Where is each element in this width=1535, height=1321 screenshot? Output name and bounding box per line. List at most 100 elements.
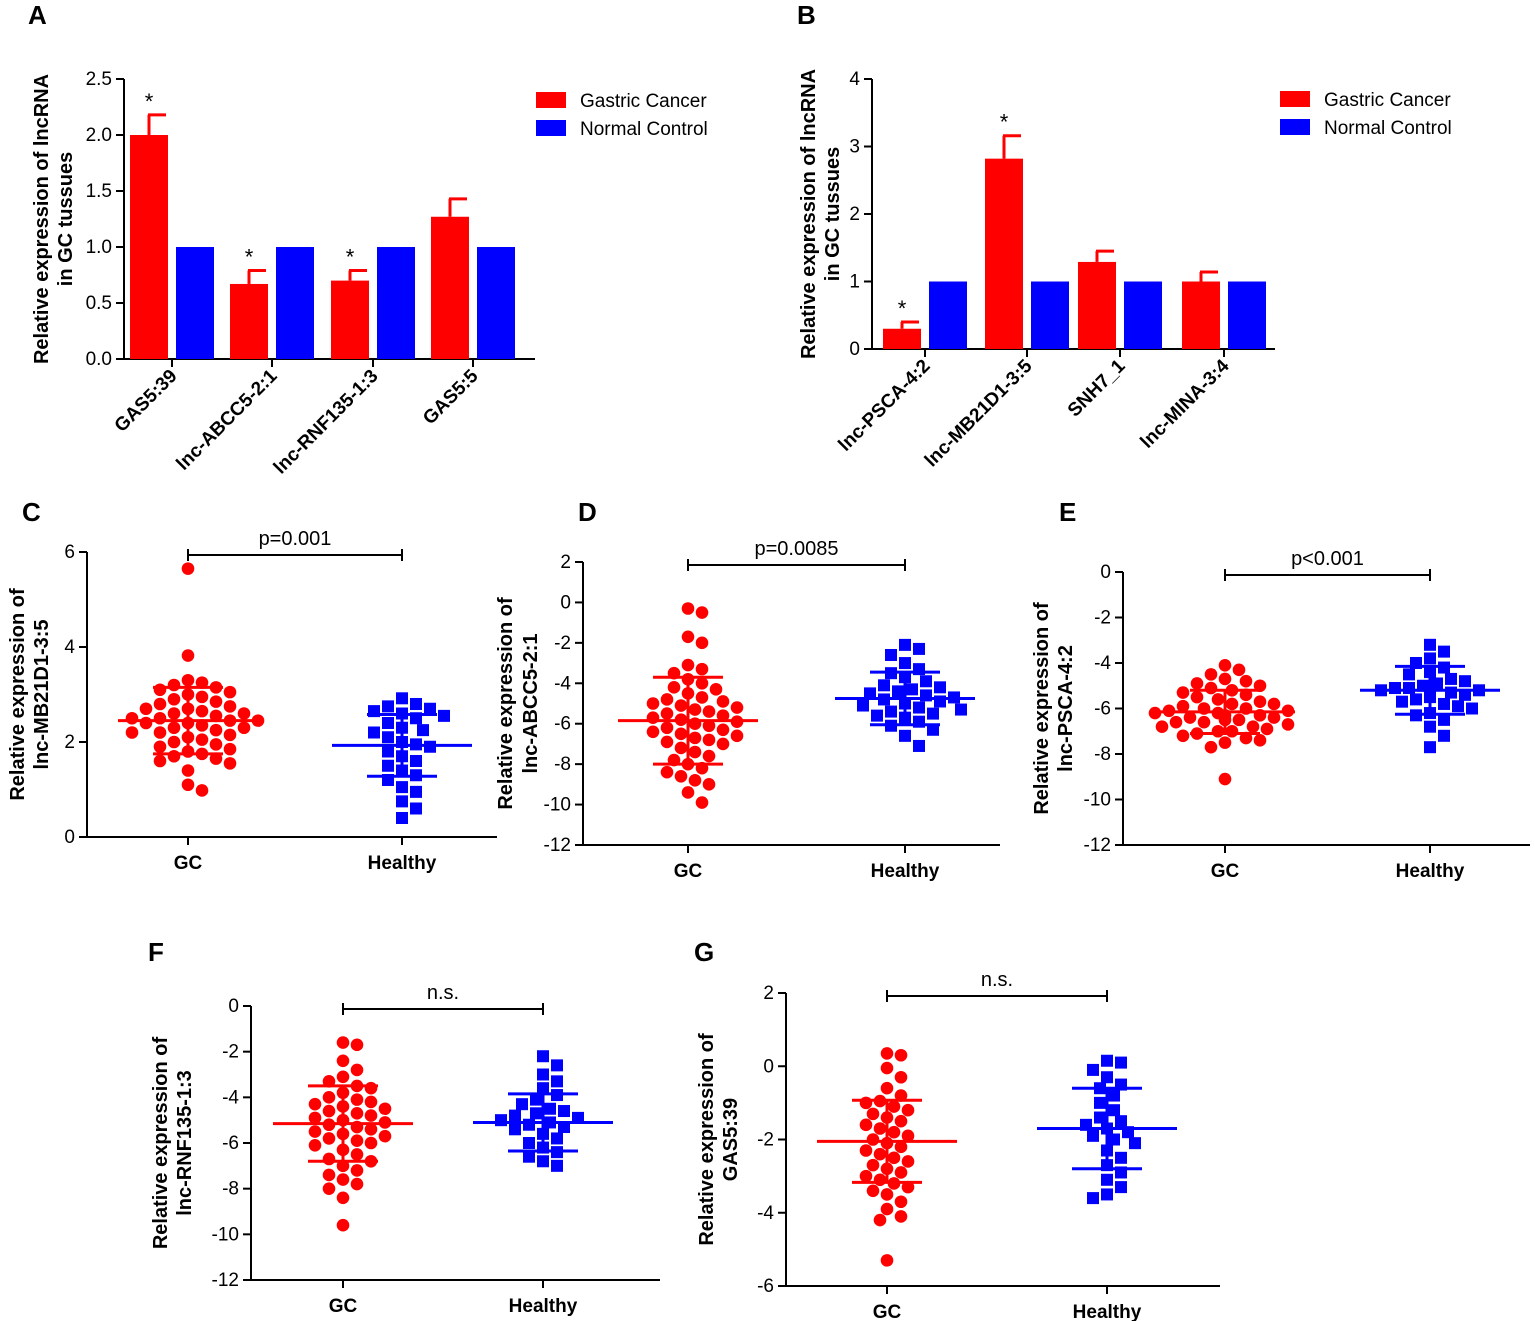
data-point-gc	[364, 1081, 378, 1095]
data-point-gc	[674, 741, 688, 755]
data-point-gc	[350, 1038, 364, 1052]
data-point-gc	[322, 1104, 336, 1118]
data-point-gc	[153, 754, 167, 768]
significance-star: *	[1000, 110, 1009, 135]
data-point-gc	[674, 727, 688, 741]
data-point-gc	[336, 1173, 350, 1186]
data-point-gc	[1232, 663, 1246, 677]
x-category-label: Healthy	[1396, 861, 1465, 882]
x-category-label: Healthy	[368, 853, 437, 874]
data-point-gc	[688, 774, 702, 787]
data-point-gc	[1246, 720, 1260, 733]
bar-normal-control	[1124, 281, 1162, 349]
significance-star: *	[245, 245, 254, 270]
data-point-gc	[1225, 724, 1239, 738]
y-axis-title-line: Relative expression of lncRNA	[798, 69, 820, 359]
data-point-gc	[859, 1118, 873, 1132]
data-point-gc	[153, 697, 167, 711]
legend-swatch-normal-control	[1280, 119, 1310, 135]
data-point-healthy	[438, 709, 450, 722]
data-point-healthy	[396, 812, 408, 824]
data-point-gc	[153, 740, 167, 754]
y-axis-title: Relative expression of lncRNA in GC tussu…	[798, 69, 844, 359]
x-category-label: GAS5:5	[419, 365, 483, 429]
x-category-label: GAS5:39	[111, 366, 182, 437]
data-point-healthy	[1424, 741, 1436, 754]
data-point-gc	[1239, 674, 1253, 688]
data-point-gc	[336, 1036, 350, 1049]
data-point-healthy	[906, 683, 918, 696]
x-category-label: SNH7_1	[1064, 355, 1130, 421]
data-point-gc	[646, 697, 660, 710]
data-point-gc	[702, 749, 716, 763]
data-point-gc	[308, 1125, 322, 1138]
y-axis-title-line: Relative expression of	[7, 588, 29, 801]
x-category-label: lnc-MINA-3:4	[1137, 355, 1234, 452]
y-tick-label: 2.0	[86, 125, 112, 146]
data-point-gc	[125, 711, 139, 725]
data-point-healthy	[899, 729, 911, 742]
y-axis-title: Relative expression of lncRNA in GC tussu…	[31, 74, 77, 364]
data-point-gc	[660, 765, 674, 779]
data-point-healthy	[920, 675, 932, 688]
data-point-healthy	[1417, 679, 1429, 692]
x-category-label: lnc-PSCA-4:2	[835, 356, 935, 456]
data-point-gc	[887, 1100, 901, 1113]
data-point-gc	[859, 1096, 873, 1110]
data-point-healthy	[899, 638, 911, 651]
x-category-label: GC	[674, 861, 703, 882]
data-point-healthy	[1115, 1056, 1127, 1069]
data-point-healthy	[1087, 1192, 1099, 1205]
data-point-gc	[322, 1182, 336, 1195]
data-point-gc	[237, 721, 251, 735]
y-tick-label: -12	[1084, 835, 1111, 856]
data-point-gc	[167, 749, 181, 763]
data-point-gc	[139, 702, 153, 716]
data-point-gc	[880, 1061, 894, 1075]
data-point-gc	[1218, 658, 1232, 672]
data-point-gc	[209, 738, 223, 751]
data-point-healthy	[913, 739, 925, 752]
data-point-gc	[873, 1147, 887, 1161]
y-axis-title-line: Relative expression of lncRNA	[31, 74, 53, 364]
significance-star: *	[898, 296, 907, 321]
data-point-healthy	[410, 698, 422, 710]
y-tick-label: -6	[554, 714, 571, 735]
data-point-gc	[139, 716, 153, 730]
data-point-gc	[167, 707, 181, 720]
data-point-healthy	[523, 1150, 535, 1163]
data-point-healthy	[558, 1121, 570, 1134]
data-point-gc	[894, 1070, 908, 1084]
y-axis-title-line: Relative expression of	[150, 1037, 172, 1250]
data-point-healthy	[551, 1159, 563, 1172]
x-category-label: GC	[174, 853, 203, 874]
data-point-healthy	[537, 1082, 549, 1095]
y-tick-label: -6	[1094, 699, 1111, 720]
data-point-gc	[195, 733, 209, 746]
data-point-healthy	[544, 1102, 556, 1115]
data-point-gc	[866, 1133, 880, 1146]
data-point-healthy	[1108, 1133, 1120, 1146]
legend-label: Gastric Cancer	[1324, 90, 1451, 111]
data-point-gc	[1260, 722, 1274, 736]
data-point-gc	[1211, 724, 1225, 738]
y-tick-label: 0	[763, 1056, 774, 1077]
panel-d: D -12 -10 -8 -6 -4 -2 0 2 Relative expression of l…	[495, 497, 1000, 882]
legend-label: Normal Control	[1324, 118, 1452, 139]
data-point-gc	[1190, 690, 1204, 704]
data-point-gc	[880, 1202, 894, 1216]
data-point-gc	[646, 725, 660, 739]
data-point-gc	[887, 1151, 901, 1165]
data-point-healthy	[1108, 1089, 1120, 1102]
y-axis-title: Relative expression of lnc-ABCC5-2:1	[495, 597, 542, 810]
legend-swatch-gastric-cancer	[1280, 91, 1310, 107]
data-point-healthy	[1101, 1173, 1113, 1186]
data-point-healthy	[530, 1107, 542, 1120]
panel-f: F -12 -10 -8 -6 -4 -2 0 Relative expression of ln…	[148, 937, 660, 1317]
data-point-gc	[894, 1166, 908, 1179]
data-point-gc	[336, 1218, 350, 1232]
y-tick-label: -2	[757, 1130, 774, 1151]
data-point-healthy	[516, 1098, 528, 1111]
bar-gastric-cancer	[1078, 261, 1116, 349]
